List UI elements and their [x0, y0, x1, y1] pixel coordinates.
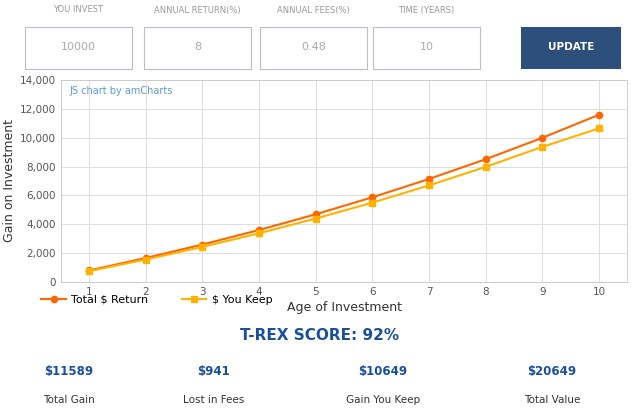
FancyBboxPatch shape [25, 26, 132, 68]
FancyBboxPatch shape [373, 26, 480, 68]
Text: JS chart by amCharts: JS chart by amCharts [69, 86, 173, 96]
Legend: Total $ Return, $ You Keep: Total $ Return, $ You Keep [37, 290, 277, 309]
Text: ANNUAL RETURN(%): ANNUAL RETURN(%) [154, 5, 241, 14]
Text: TIME (YEARS): TIME (YEARS) [399, 5, 455, 14]
Text: 8: 8 [194, 42, 201, 52]
FancyBboxPatch shape [145, 26, 251, 68]
Text: 10000: 10000 [61, 42, 96, 52]
Text: $941: $941 [197, 365, 230, 378]
Text: Lost in Fees: Lost in Fees [183, 396, 244, 405]
Text: T-REX SCORE: 92%: T-REX SCORE: 92% [241, 328, 399, 342]
Text: Total Gain: Total Gain [44, 396, 95, 405]
X-axis label: Age of Investment: Age of Investment [287, 301, 401, 314]
Text: $11589: $11589 [45, 365, 93, 378]
Text: 10: 10 [420, 42, 434, 52]
Text: 0.48: 0.48 [301, 42, 326, 52]
Text: UPDATE: UPDATE [548, 42, 594, 52]
Text: $20649: $20649 [527, 365, 577, 378]
Text: ANNUAL FEES(%): ANNUAL FEES(%) [277, 5, 350, 14]
Text: $10649: $10649 [358, 365, 407, 378]
Text: YOU INVEST: YOU INVEST [54, 5, 104, 14]
FancyBboxPatch shape [260, 26, 367, 68]
Text: Gain You Keep: Gain You Keep [346, 396, 420, 405]
Y-axis label: Gain on Investment: Gain on Investment [3, 119, 15, 243]
Text: Total Value: Total Value [524, 396, 580, 405]
FancyBboxPatch shape [521, 26, 621, 68]
